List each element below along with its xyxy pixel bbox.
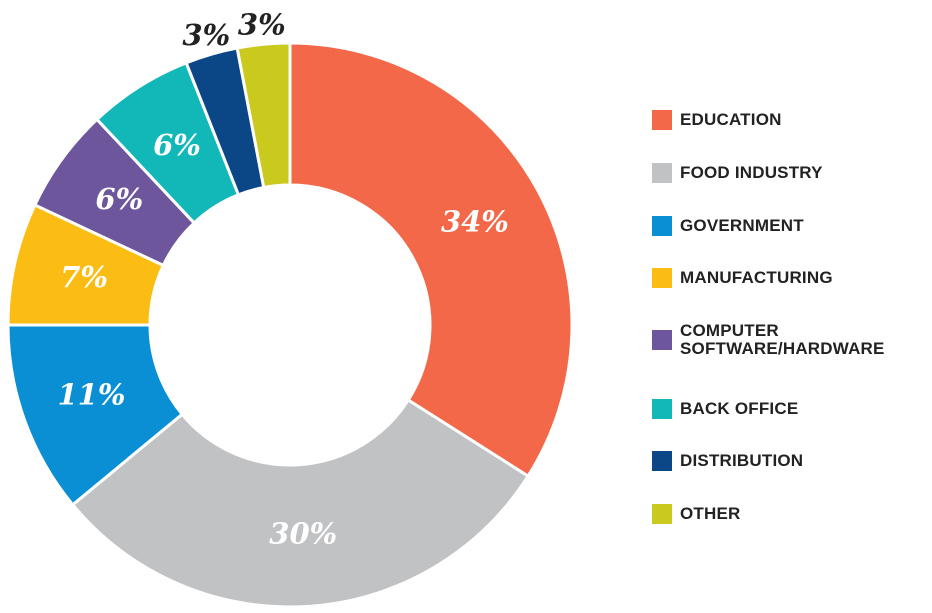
legend-swatch	[652, 330, 672, 350]
legend-swatch	[652, 163, 672, 183]
value-label: 6%	[95, 182, 143, 216]
slice	[288, 41, 574, 479]
legend-label: FOOD INDUSTRY	[680, 163, 823, 182]
legend-swatch	[652, 110, 672, 130]
value-label: 3%	[238, 7, 286, 41]
legend-label: DISTRIBUTION	[680, 451, 804, 470]
slice	[235, 41, 292, 190]
slice	[70, 397, 531, 609]
legend-swatch	[652, 451, 672, 471]
legend-swatch	[652, 216, 672, 236]
legend-label: BACK OFFICE	[680, 399, 799, 418]
legend-label: GOVERNMENT	[680, 216, 804, 235]
legend-item: OTHER	[652, 504, 925, 524]
legend-label: COMPUTER SOFTWARE/HARDWARE	[680, 321, 885, 358]
legend-label: OTHER	[680, 504, 741, 523]
legend-item: BACK OFFICE	[652, 399, 925, 419]
legend-label: EDUCATION	[680, 110, 782, 129]
legend-item: GOVERNMENT	[652, 216, 925, 236]
legend-swatch	[652, 504, 672, 524]
legend-item: COMPUTER SOFTWARE/HARDWARE	[652, 322, 925, 358]
legend-swatch	[652, 399, 672, 419]
legend-label: MANUFACTURING	[680, 268, 833, 287]
legend-item: FOOD INDUSTRY	[652, 163, 925, 183]
legend-item: DISTRIBUTION	[652, 451, 925, 471]
value-label: 6%	[153, 128, 201, 162]
value-label: 3%	[182, 18, 230, 52]
value-label: 7%	[60, 260, 108, 294]
value-label: 34%	[441, 204, 509, 238]
value-label: 30%	[269, 517, 337, 551]
legend-item: EDUCATION	[652, 110, 925, 130]
value-label: 11%	[58, 377, 126, 411]
legend-swatch	[652, 268, 672, 288]
legend-item: MANUFACTURING	[652, 268, 925, 288]
